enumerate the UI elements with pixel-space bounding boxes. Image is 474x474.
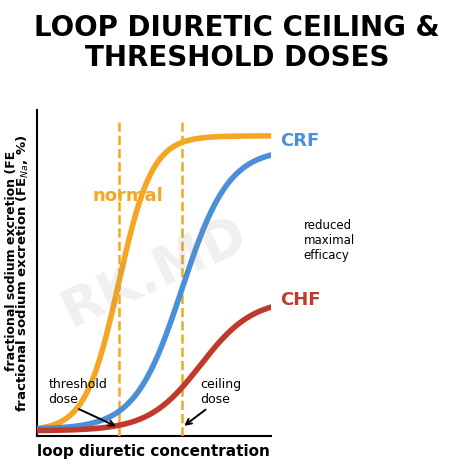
Text: RK.MD: RK.MD <box>53 207 255 338</box>
X-axis label: loop diuretic concentration: loop diuretic concentration <box>37 444 270 459</box>
Y-axis label: fractional sodium excretion (FE$_{Na}$, %): fractional sodium excretion (FE$_{Na}$, … <box>15 134 31 411</box>
Text: threshold
dose: threshold dose <box>48 378 107 406</box>
Text: fractional sodium excretion (FE: fractional sodium excretion (FE <box>5 151 18 371</box>
Text: reduced
maximal
efficacy: reduced maximal efficacy <box>304 219 355 262</box>
Text: LOOP DIURETIC CEILING &
THRESHOLD DOSES: LOOP DIURETIC CEILING & THRESHOLD DOSES <box>34 14 440 73</box>
Text: ceiling
dose: ceiling dose <box>201 378 242 406</box>
Text: CRF: CRF <box>281 132 319 150</box>
Text: CHF: CHF <box>281 292 321 310</box>
Text: normal: normal <box>93 187 164 205</box>
